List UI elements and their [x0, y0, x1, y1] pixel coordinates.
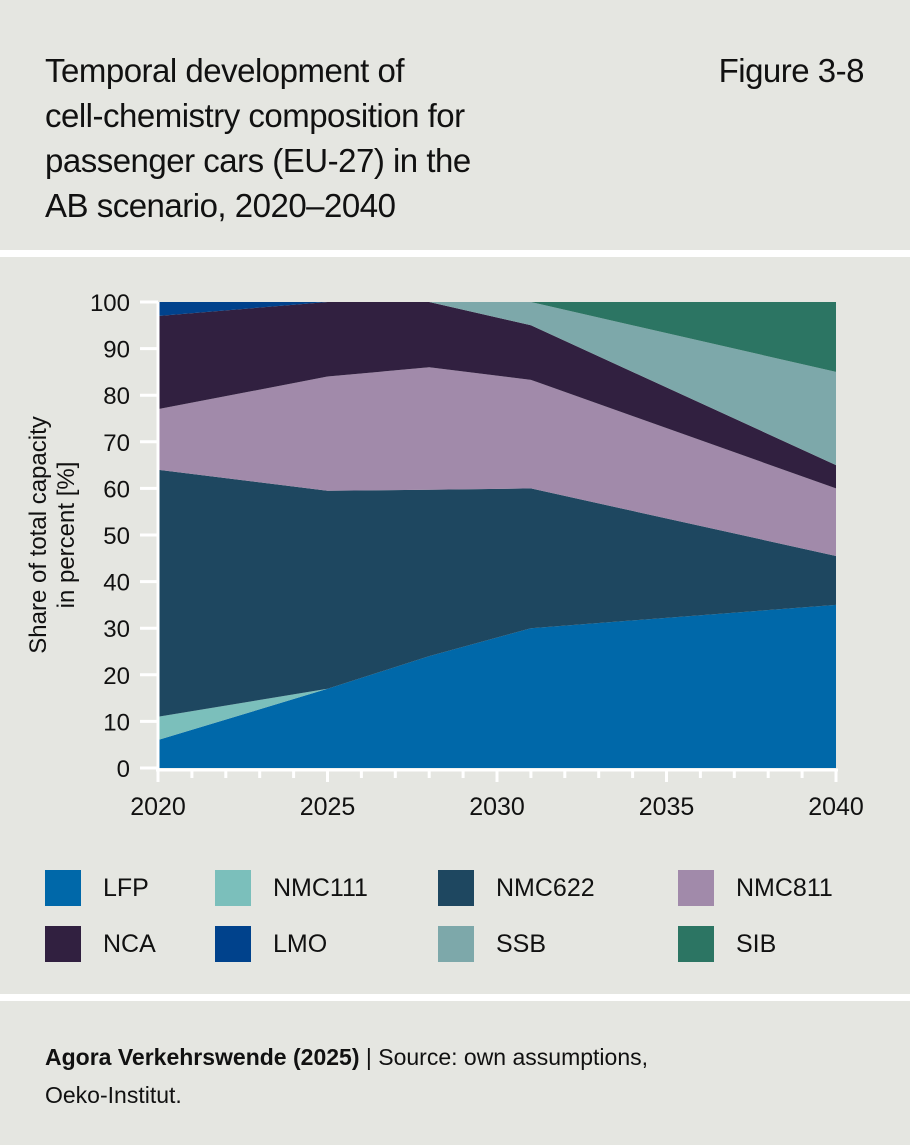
legend-label: NMC622 — [496, 873, 595, 902]
x-tick-label: 2025 — [300, 793, 356, 821]
legend-item-nmc111: NMC111 — [215, 870, 368, 906]
legend-label: LMO — [273, 929, 328, 958]
title-line: AB scenario, 2020–2040 — [45, 187, 396, 224]
separator: | — [359, 1044, 379, 1070]
area-lfp — [158, 604, 836, 768]
area-sib — [158, 302, 836, 372]
y-tick-label: 50 — [103, 523, 130, 550]
legend-item-lmo: LMO — [215, 926, 327, 962]
legend-swatch — [678, 926, 714, 962]
legend-swatch — [438, 870, 474, 906]
publisher: Agora Verkehrswende (2025) — [45, 1044, 360, 1070]
divider — [0, 994, 910, 1001]
title-line: passenger cars (EU-27) in the — [45, 142, 471, 179]
y-tick-label: 60 — [103, 476, 130, 503]
x-tick-label: 2040 — [808, 793, 864, 821]
legend-item-sib: SIB — [678, 926, 776, 962]
legend-label: SSB — [496, 929, 547, 958]
y-tick-label: 10 — [103, 709, 130, 736]
y-axis-label: Share of total capacity — [25, 416, 52, 653]
legend-swatch — [215, 870, 251, 906]
area-layers — [158, 302, 836, 768]
figure-label: Figure 3-8 — [718, 52, 865, 89]
legend-swatch — [45, 926, 81, 962]
legend-item-nmc811: NMC811 — [678, 870, 833, 906]
title-line: Temporal development of — [45, 52, 405, 89]
legend-swatch — [438, 926, 474, 962]
legend-label: NCA — [103, 929, 156, 958]
legend-label: SIB — [736, 929, 777, 958]
legend-swatch — [215, 926, 251, 962]
chart-title: Temporal development of cell-chemistry c… — [45, 48, 471, 228]
y-tick-label: 30 — [103, 616, 130, 643]
area-nmc811 — [158, 367, 836, 556]
y-tick-label: 90 — [103, 337, 130, 364]
x-tick-label: 2035 — [639, 793, 695, 821]
source-text: Oeko-Institut. — [45, 1082, 182, 1108]
area-nmc622 — [158, 469, 836, 717]
source-text: Source: own assumptions, — [378, 1044, 648, 1070]
y-tick-label: 20 — [103, 663, 130, 690]
legend-item-nca: NCA — [45, 926, 156, 962]
area-ssb — [158, 302, 836, 466]
y-tick-label: 100 — [90, 290, 130, 317]
divider — [0, 250, 910, 257]
y-tick-label: 40 — [103, 570, 130, 597]
legend-label: NMC111 — [273, 873, 368, 902]
legend-swatch — [678, 870, 714, 906]
legend-item-lfp: LFP — [45, 870, 149, 906]
source-note: Agora Verkehrswende (2025) | Source: own… — [45, 1038, 648, 1114]
area-nca — [158, 302, 836, 489]
legend-swatch — [45, 870, 81, 906]
legend-item-nmc622: NMC622 — [438, 870, 595, 906]
legend-item-ssb: SSB — [438, 926, 546, 962]
title-line: cell-chemistry composition for — [45, 97, 465, 134]
x-tick-label: 2020 — [130, 793, 186, 821]
y-tick-label: 80 — [103, 383, 130, 410]
legend-label: NMC811 — [736, 873, 833, 902]
y-axis-label: in percent [%] — [53, 462, 80, 609]
legend-label: LFP — [103, 873, 149, 902]
y-tick-label: 0 — [117, 756, 130, 783]
y-tick-label: 70 — [103, 430, 130, 457]
x-tick-label: 2030 — [469, 793, 525, 821]
